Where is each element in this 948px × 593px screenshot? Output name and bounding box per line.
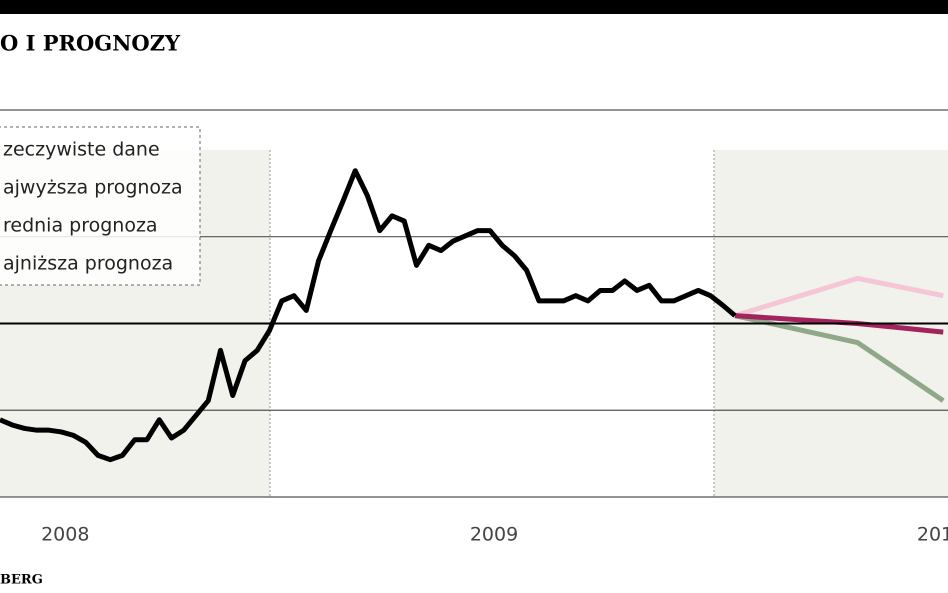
x-tick-label: 201 — [917, 524, 948, 546]
legend-box — [0, 126, 201, 286]
series-line — [734, 275, 944, 319]
x-tick-label: 2009 — [470, 524, 518, 546]
source: BERG — [0, 573, 43, 588]
legend-label: rednia prognoza — [3, 215, 158, 237]
chart-title: O I PROGNOZY — [0, 31, 181, 56]
series-line — [0, 168, 737, 463]
series-line — [734, 313, 945, 403]
legend-label: ajwyższa prognoza — [3, 177, 183, 199]
x-tick-label: 2008 — [41, 524, 89, 546]
top-bar — [0, 0, 948, 14]
legend-label: ajniższa prognoza — [3, 253, 173, 275]
legend-label: zeczywiste dane — [3, 139, 160, 161]
